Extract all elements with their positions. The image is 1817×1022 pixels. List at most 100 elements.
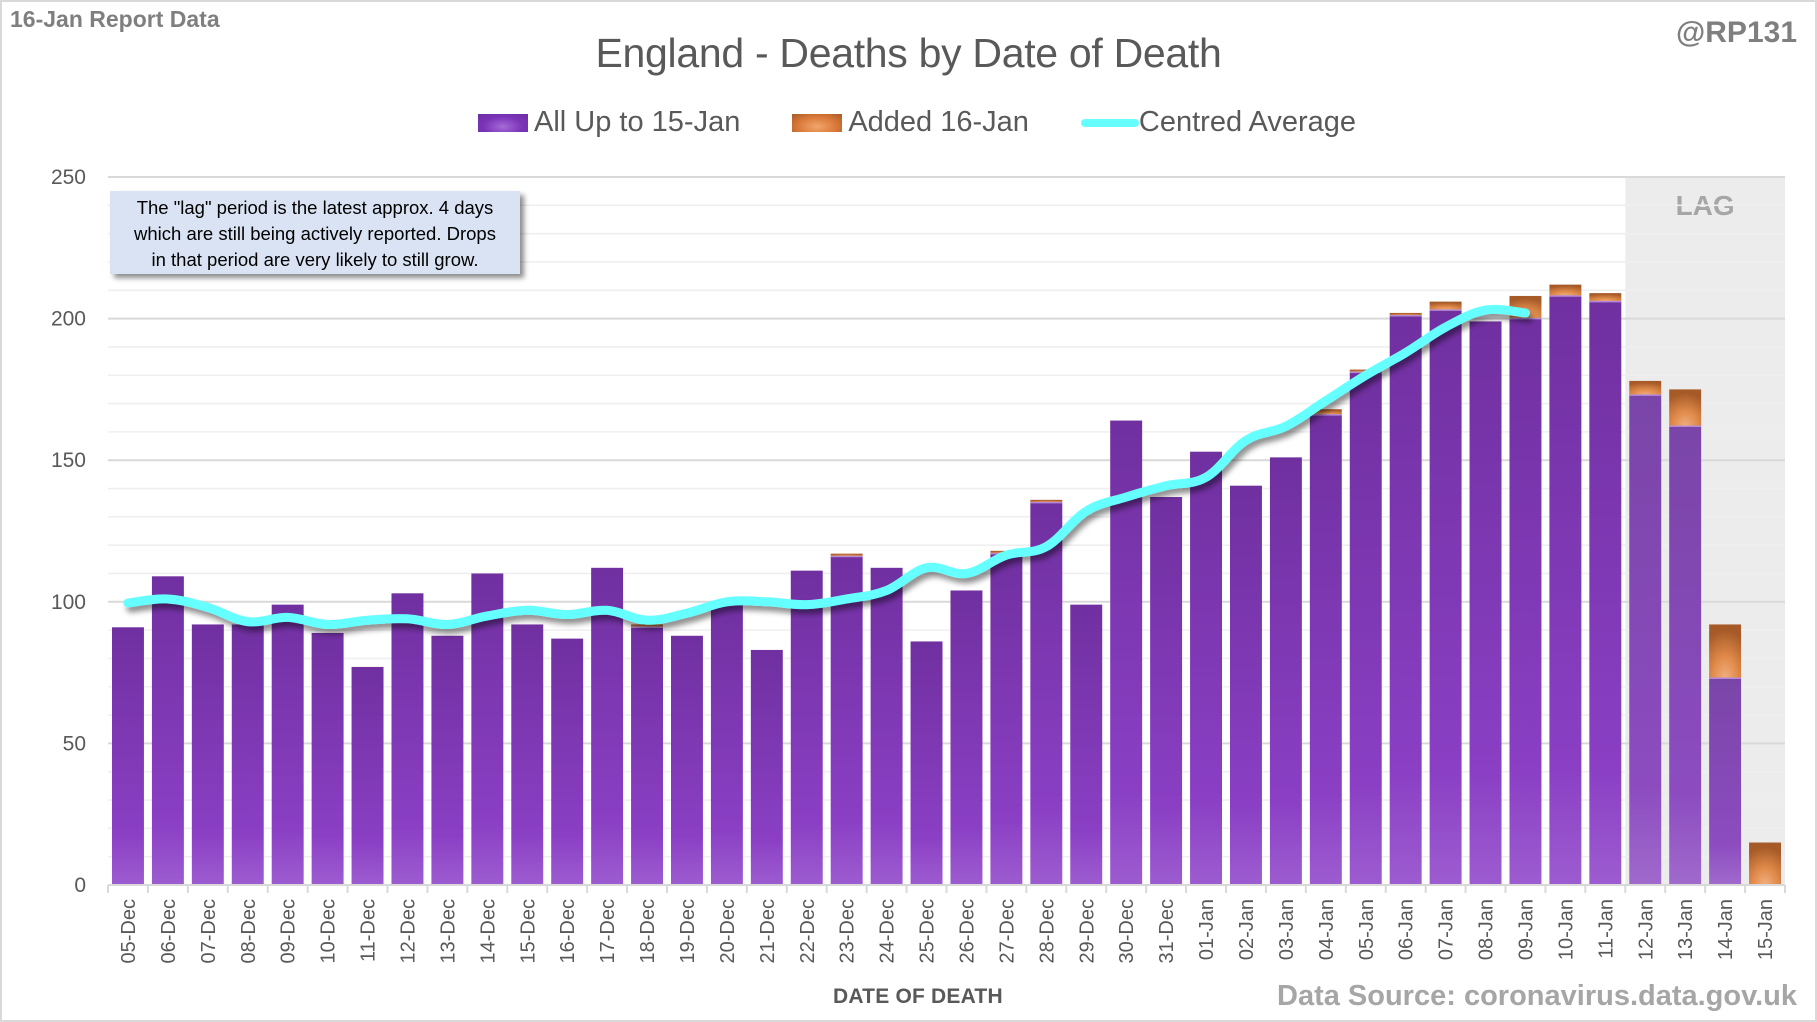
chart-title: England - Deaths by Date of Death xyxy=(595,30,1222,76)
author-handle: @RP131 xyxy=(1676,16,1797,49)
legend-label: Added 16-Jan xyxy=(848,106,1029,138)
x-tick-label: 15-Dec xyxy=(517,899,539,963)
legend-swatch-purple xyxy=(478,113,528,132)
bar-added xyxy=(1589,293,1622,302)
bar-added xyxy=(1429,301,1462,311)
bar-all-up-to xyxy=(1429,310,1462,885)
bar-added xyxy=(1669,389,1702,427)
x-tick-label: 06-Jan xyxy=(1396,899,1418,960)
x-tick-label: 28-Dec xyxy=(1036,899,1058,963)
x-tick-label: 05-Dec xyxy=(118,899,140,963)
bar-all-up-to xyxy=(431,635,464,885)
x-axis-title: DATE OF DEATH xyxy=(833,985,1003,1008)
note-line: which are still being actively reported.… xyxy=(134,223,496,244)
x-tick-label: 26-Dec xyxy=(956,899,978,963)
bar-all-up-to xyxy=(1269,457,1302,885)
x-tick-label: 21-Dec xyxy=(757,899,779,963)
bar-added xyxy=(631,624,664,628)
x-tick-label: 22-Dec xyxy=(797,899,819,963)
bar-all-up-to xyxy=(910,641,943,885)
bar-all-up-to xyxy=(1030,502,1063,885)
bar-added xyxy=(1389,312,1422,316)
bar-all-up-to xyxy=(391,593,424,885)
x-tick-label: 27-Dec xyxy=(996,899,1018,963)
bar-all-up-to xyxy=(111,627,144,885)
legend-swatch-line xyxy=(1080,118,1139,127)
report-date-label: 16-Jan Report Data xyxy=(10,6,220,32)
x-tick-label: 02-Jan xyxy=(1236,899,1258,960)
legend-label: All Up to 15-Jan xyxy=(534,106,741,138)
bar-all-up-to xyxy=(511,624,544,885)
x-tick-label: 15-Jan xyxy=(1755,899,1777,960)
bar-all-up-to xyxy=(471,573,504,885)
bar-all-up-to xyxy=(1589,301,1622,885)
y-tick-label: 0 xyxy=(74,874,86,897)
x-tick-label: 10-Dec xyxy=(318,899,340,963)
bar-all-up-to xyxy=(1070,604,1103,885)
x-tick-label: 11-Jan xyxy=(1595,899,1617,959)
y-tick-label: 150 xyxy=(51,449,86,472)
bar-all-up-to xyxy=(1669,426,1702,885)
bar-all-up-to xyxy=(670,635,703,885)
x-tick-label: 08-Jan xyxy=(1476,899,1498,960)
bar-all-up-to xyxy=(1389,315,1422,885)
centred-average-line xyxy=(123,304,1530,629)
x-tick-label: 25-Dec xyxy=(917,899,939,963)
x-tick-label: 07-Jan xyxy=(1436,899,1458,960)
x-tick-label: 17-Dec xyxy=(597,899,619,963)
bar-all-up-to xyxy=(191,624,224,885)
bar-added xyxy=(1709,624,1742,679)
bar-added xyxy=(1030,499,1063,503)
bar-all-up-to xyxy=(830,556,863,885)
bar-all-up-to xyxy=(231,624,264,885)
x-tick-label: 14-Jan xyxy=(1715,899,1737,960)
bar-all-up-to xyxy=(710,601,743,885)
bar-all-up-to xyxy=(870,567,903,885)
y-tick-label: 200 xyxy=(51,308,86,331)
y-tick-label: 50 xyxy=(63,732,86,755)
x-tick-label: 24-Dec xyxy=(877,899,899,963)
x-tick-label: 12-Jan xyxy=(1635,899,1657,960)
bar-all-up-to xyxy=(1229,485,1262,885)
note-line: The "lag" period is the latest approx. 4… xyxy=(136,197,494,218)
bar-all-up-to xyxy=(271,604,304,885)
x-tick-label: 30-Dec xyxy=(1116,899,1138,963)
legend-item-average: Centred Average xyxy=(1080,106,1357,139)
x-tick-label: 12-Dec xyxy=(397,899,419,963)
legend-label: Centred Average xyxy=(1138,106,1357,138)
bar-all-up-to xyxy=(1150,497,1183,885)
bar-all-up-to xyxy=(1629,395,1662,885)
bar-all-up-to xyxy=(950,590,983,885)
bar-all-up-to xyxy=(1509,318,1542,886)
x-tick-label: 09-Jan xyxy=(1515,899,1537,960)
bar-added xyxy=(1629,380,1662,396)
x-tick-label: 14-Dec xyxy=(477,899,499,963)
bar-all-up-to xyxy=(631,627,664,885)
bar-added xyxy=(1749,842,1782,885)
bar-all-up-to xyxy=(591,567,624,885)
bar-all-up-to xyxy=(990,553,1023,885)
legend-item-added: Added 16-Jan xyxy=(792,106,1029,139)
x-tick-label: 04-Jan xyxy=(1316,899,1338,960)
y-tick-label: 100 xyxy=(51,591,86,614)
bar-all-up-to xyxy=(151,576,184,885)
bar-added xyxy=(830,553,863,557)
x-tick-label: 13-Dec xyxy=(437,899,459,963)
x-tick-label: 20-Dec xyxy=(717,899,739,963)
legend-swatch-orange xyxy=(792,113,843,132)
bar-all-up-to xyxy=(1469,321,1502,885)
x-tick-label: 06-Dec xyxy=(158,899,180,963)
bar-all-up-to xyxy=(1549,295,1582,886)
data-source: Data Source: coronavirus.data.gov.uk xyxy=(1277,980,1797,1012)
x-tick-label: 31-Dec xyxy=(1156,899,1178,963)
bar-added xyxy=(1309,409,1342,415)
bar-all-up-to xyxy=(311,632,344,885)
x-tick-label: 23-Dec xyxy=(837,899,859,963)
bar-all-up-to xyxy=(1309,414,1342,885)
bar-added xyxy=(1549,284,1582,296)
x-tick-label: 07-Dec xyxy=(198,899,220,963)
bar-all-up-to xyxy=(351,666,384,885)
x-tick-label: 01-Jan xyxy=(1196,899,1218,960)
chart-legend: All Up to 15-Jan Added 16-Jan Centred Av… xyxy=(478,106,1408,139)
